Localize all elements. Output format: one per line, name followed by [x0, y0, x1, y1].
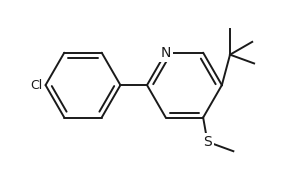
Text: Cl: Cl	[30, 79, 43, 92]
Text: N: N	[160, 46, 171, 60]
Text: S: S	[203, 135, 212, 149]
